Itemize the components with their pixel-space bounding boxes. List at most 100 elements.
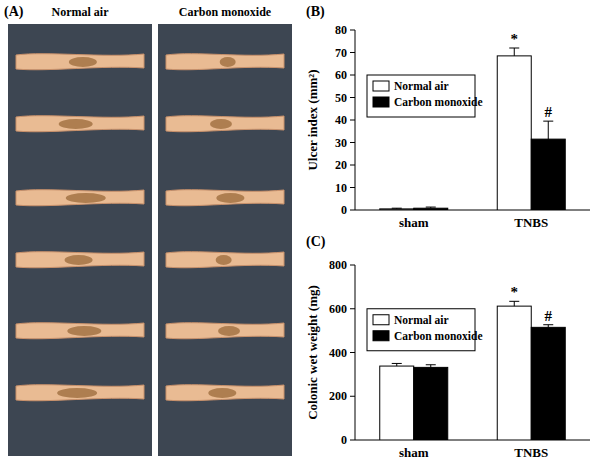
axis-label: Colonic wet weight (mg)	[305, 285, 320, 420]
y-tick-label: 600	[329, 302, 347, 316]
photo	[8, 24, 152, 456]
y-tick-label: 70	[335, 46, 347, 60]
y-tick-label: 200	[329, 389, 347, 403]
y-tick	[350, 187, 355, 188]
error-line	[548, 121, 549, 139]
x-tick-label: TNBS	[514, 445, 548, 460]
colon-lesion	[210, 119, 232, 129]
y-tick	[350, 165, 355, 166]
chart: (C)Colonic wet weight (mg)0200400600800s…	[305, 234, 590, 460]
colon-lesion	[208, 388, 236, 398]
photo	[158, 24, 292, 456]
y-tick-label: 80	[335, 23, 347, 37]
error-bar	[392, 208, 402, 210]
legend-label: Carbon monoxide	[394, 96, 483, 108]
error-cap	[543, 324, 553, 325]
legend-label: Normal air	[394, 314, 449, 326]
x-tick-label: TNBS	[514, 215, 548, 230]
bar	[497, 56, 531, 210]
colon-strip	[16, 116, 144, 132]
bar	[380, 209, 414, 210]
colon-strip	[16, 190, 144, 206]
colon-lesion	[216, 255, 232, 265]
y-tick-label: 0	[341, 433, 347, 447]
colon-strip	[16, 323, 144, 339]
annotation: #	[545, 308, 553, 324]
error-cap	[509, 48, 519, 49]
legend-swatch	[373, 331, 389, 341]
y-tick	[350, 352, 355, 353]
legend-label: Carbon monoxide	[394, 330, 483, 342]
y-tick-label: 20	[335, 158, 347, 172]
y-tick	[350, 142, 355, 143]
colon-lesion	[57, 388, 97, 398]
error-cap	[509, 301, 519, 302]
colon-lesion	[220, 57, 236, 67]
photo-caption: Carbon monoxide	[179, 5, 272, 19]
y-tick-label: 400	[329, 346, 347, 360]
colon-strip	[16, 252, 144, 268]
error-cap	[392, 363, 402, 364]
colon-lesion	[218, 326, 240, 336]
error-cap	[426, 364, 436, 365]
annotation: *	[511, 31, 519, 47]
x-tick-label: sham	[399, 215, 429, 230]
y-tick-label: 40	[335, 113, 347, 127]
photo-background	[158, 24, 292, 456]
y-tick-label: 60	[335, 68, 347, 82]
error-line	[514, 301, 515, 306]
error-bar	[426, 365, 436, 368]
y-tick	[350, 97, 355, 98]
bar	[414, 208, 448, 210]
legend: Normal airCarbon monoxide	[367, 75, 483, 117]
axis-label: Ulcer index (mm²)	[305, 69, 320, 170]
colon-lesion	[59, 119, 93, 129]
legend-swatch	[373, 315, 389, 325]
y-tick	[350, 210, 355, 211]
panel-label: (C)	[306, 234, 326, 250]
error-bar	[426, 207, 436, 208]
colon-lesion	[69, 57, 97, 67]
error-bar	[392, 363, 402, 366]
y-tick-label: 800	[329, 258, 347, 272]
figure: (A)Normal airCarbon monoxide(B)Ulcer ind…	[0, 0, 600, 460]
colon-strip	[166, 385, 284, 401]
colon-strip	[166, 252, 284, 268]
y-tick	[350, 52, 355, 53]
y-tick	[350, 30, 355, 31]
bar	[380, 366, 414, 440]
y-tick-label: 10	[335, 181, 347, 195]
chart: (B)Ulcer index (mm²)01020304050607080sha…	[305, 4, 590, 230]
colon-strip	[166, 54, 284, 70]
colon-strip	[166, 116, 284, 132]
y-tick	[350, 120, 355, 121]
y-tick	[350, 308, 355, 309]
colon-strip	[166, 190, 284, 206]
annotation: #	[545, 104, 553, 120]
plot-area	[380, 48, 566, 210]
bar	[531, 327, 565, 440]
error-cap	[392, 208, 402, 209]
y-tick-label: 0	[341, 203, 347, 217]
error-cap	[426, 207, 436, 208]
error-bar	[509, 48, 519, 56]
colon-lesion	[216, 193, 244, 203]
error-bar	[509, 301, 519, 306]
photo-caption: Normal air	[52, 5, 110, 19]
bar	[531, 139, 565, 210]
y-tick	[350, 396, 355, 397]
colon-strip	[166, 323, 284, 339]
y-tick	[350, 265, 355, 266]
error-cap	[543, 121, 553, 122]
colon-lesion	[67, 326, 101, 336]
y-tick-label: 30	[335, 136, 347, 150]
bar	[414, 367, 448, 440]
colon-lesion	[66, 193, 106, 203]
bar	[497, 306, 531, 440]
legend: Normal air Carbon monoxide	[367, 309, 483, 351]
legend-swatch	[373, 97, 389, 107]
error-bar	[543, 325, 553, 328]
panel-label: (B)	[306, 4, 325, 20]
error-bar	[543, 121, 553, 139]
y-tick	[350, 75, 355, 76]
